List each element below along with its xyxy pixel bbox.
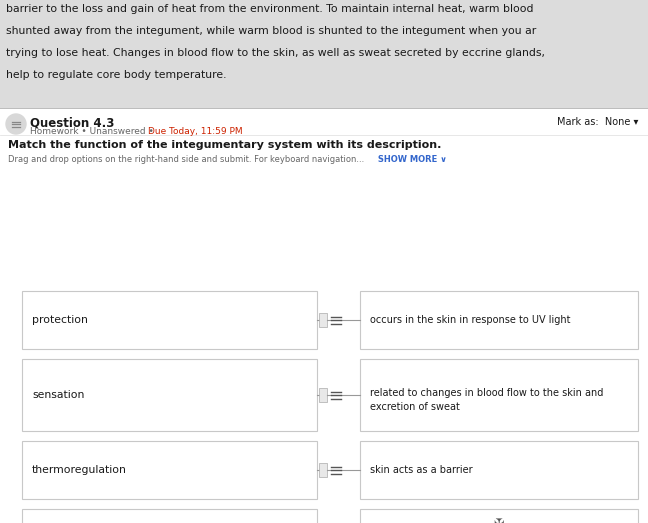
Text: thermoregulation: thermoregulation (32, 465, 127, 475)
Text: Due Today, 11:59 PM: Due Today, 11:59 PM (148, 127, 242, 136)
Bar (319, 463, 327, 477)
Bar (22, 291, 317, 349)
Text: occurs in the skin in response to UV light: occurs in the skin in response to UV lig… (370, 315, 570, 325)
Text: ✠: ✠ (494, 518, 504, 523)
Text: Match the function of the integumentary system with its description.: Match the function of the integumentary … (8, 140, 441, 150)
Bar (0, 108, 648, 523)
Bar (319, 388, 327, 402)
Bar (319, 313, 327, 327)
Text: trying to lose heat. Changes in blood flow to the skin, as well as sweat secrete: trying to lose heat. Changes in blood fl… (6, 48, 545, 58)
Text: barrier to the loss and gain of heat from the environment. To maintain internal : barrier to the loss and gain of heat fro… (6, 4, 533, 14)
Text: excretion of sweat: excretion of sweat (370, 402, 460, 412)
Bar (360, 291, 638, 349)
Bar (360, 509, 638, 523)
Text: protection: protection (32, 315, 88, 325)
Text: SHOW MORE ∨: SHOW MORE ∨ (375, 155, 447, 164)
Bar (0, 0, 648, 108)
Text: Mark as:  None ▾: Mark as: None ▾ (557, 117, 638, 127)
Bar (22, 359, 317, 431)
Text: Homework • Unanswered •: Homework • Unanswered • (30, 127, 157, 136)
Text: Question 4.3: Question 4.3 (30, 117, 115, 130)
Text: Drag and drop options on the right-hand side and submit. For keyboard navigation: Drag and drop options on the right-hand … (8, 155, 364, 164)
Text: related to changes in blood flow to the skin and: related to changes in blood flow to the … (370, 388, 603, 398)
Text: skin acts as a barrier: skin acts as a barrier (370, 465, 472, 475)
Circle shape (6, 114, 26, 134)
Bar (360, 441, 638, 499)
Bar (360, 359, 638, 431)
Text: sensation: sensation (32, 390, 84, 400)
Bar (22, 441, 317, 499)
Bar (22, 509, 317, 523)
Text: shunted away from the integument, while warm blood is shunted to the integument : shunted away from the integument, while … (6, 26, 537, 36)
Text: help to regulate core body temperature.: help to regulate core body temperature. (6, 70, 227, 80)
